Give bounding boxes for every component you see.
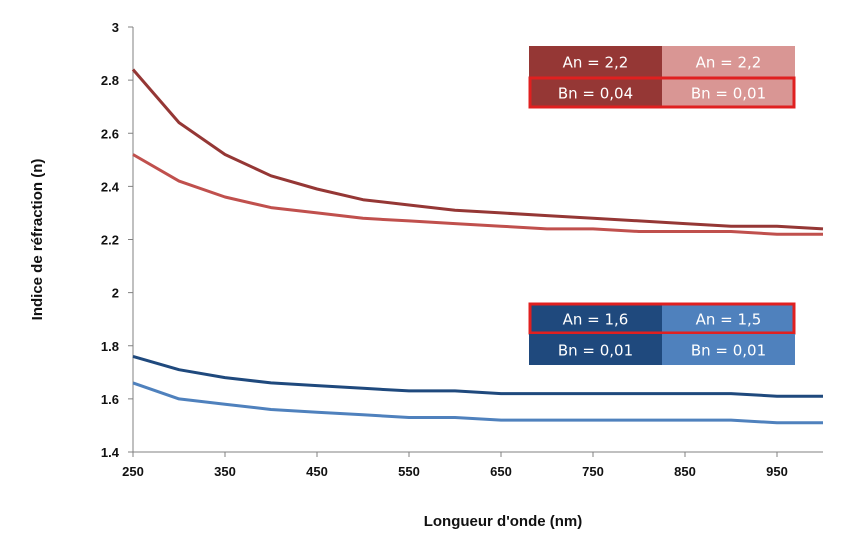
y-tick-label: 2.6 (101, 126, 119, 141)
legend-cell-label: Bn = 0,04 (558, 85, 633, 103)
series-line-2 (132, 153, 823, 236)
y-tick-label: 1.4 (101, 445, 120, 460)
legend-cell-label: Bn = 0,01 (691, 85, 766, 103)
legend-cell (529, 303, 662, 334)
y-axis-title: Indice de réfraction (n) (29, 159, 46, 321)
y-tick-label: 2.2 (101, 233, 119, 248)
y-tick-label: 2.4 (101, 179, 120, 194)
x-tick-label: 450 (306, 464, 328, 479)
legend-cell-label: An = 2,2 (563, 54, 629, 72)
x-tick-label: 850 (674, 464, 696, 479)
series-line-4 (132, 381, 823, 425)
legend-cell (662, 303, 795, 334)
legend-cell-label: Bn = 0,01 (691, 342, 766, 360)
y-tick-label: 2.8 (101, 73, 119, 88)
x-tick-label: 350 (214, 464, 236, 479)
x-tick-label: 750 (582, 464, 604, 479)
axes-group (128, 26, 823, 457)
legend-cell (662, 77, 795, 108)
legend-cell (529, 77, 662, 108)
x-tick-label: 650 (490, 464, 512, 479)
series-line-3 (132, 354, 823, 398)
legend-cell-label: An = 1,6 (563, 311, 629, 329)
legend-cell-label: An = 1,5 (696, 311, 762, 329)
series-line-1 (131, 68, 824, 231)
legend-row-highlight (528, 76, 796, 109)
legend-cell (529, 334, 662, 365)
x-tick-label: 250 (122, 464, 144, 479)
legend-cell (529, 46, 662, 77)
x-tick-label: 550 (398, 464, 420, 479)
x-tick-label: 950 (766, 464, 788, 479)
legend-cell-label: Bn = 0,01 (558, 342, 633, 360)
y-tick-label: 1.6 (101, 392, 119, 407)
legend-cell (662, 46, 795, 77)
x-axis-title: Longueur d'onde (nm) (424, 513, 583, 530)
y-tick-label: 3 (112, 20, 119, 35)
tick-labels-group: 1.4 1.6 1.8 2 2.2 2.4 2.6 2.8 3 250 350 450 550 650 75… (101, 20, 788, 479)
y-tick-label: 2 (112, 286, 119, 301)
legend-row-highlight (528, 302, 796, 335)
y-tick-label: 1.8 (101, 339, 119, 354)
legend-table-2: An = 1,6 An = 1,5 Bn = 0,01 Bn = 0,01 (528, 302, 796, 365)
series-lines-group (131, 68, 824, 425)
legend-cell (662, 334, 795, 365)
legend-table-1: An = 2,2 An = 2,2 Bn = 0,04 Bn = 0,01 (528, 46, 796, 109)
legend-cell-label: An = 2,2 (696, 54, 762, 72)
